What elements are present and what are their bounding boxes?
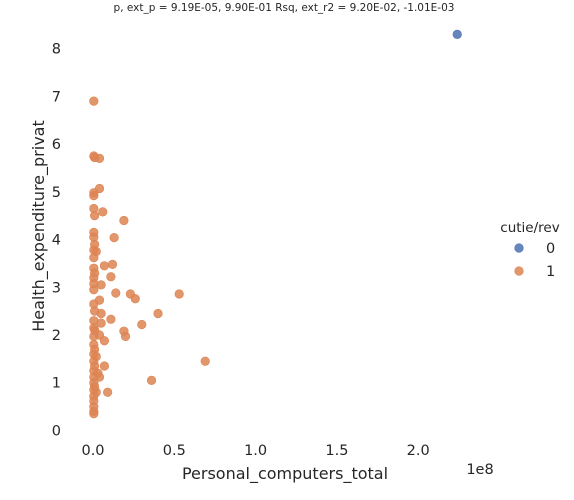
- data-point-series-1: [89, 253, 99, 263]
- x-axis-label: Personal_computers_total: [182, 464, 388, 484]
- data-point-series-1: [90, 211, 100, 221]
- y-tick-label: 4: [52, 233, 61, 249]
- data-point-series-1: [89, 331, 99, 342]
- data-point-series-1: [107, 259, 118, 269]
- data-point-series-1: [89, 409, 99, 419]
- data-point-series-1: [119, 215, 129, 226]
- chart-title: p, ext_p = 9.19E-05, 9.90E-01 Rsq, ext_r…: [114, 2, 455, 14]
- y-tick-label: 8: [52, 42, 61, 58]
- data-point-series-1: [200, 356, 210, 366]
- x-tick-label: 1.0: [244, 443, 267, 459]
- data-point-series-1: [94, 153, 105, 164]
- data-point-series-1: [98, 207, 108, 217]
- data-point-series-1: [174, 289, 184, 299]
- legend-title: cutie/rev: [500, 220, 559, 236]
- y-tick-label: 2: [52, 328, 61, 344]
- data-point-series-1: [89, 96, 99, 106]
- y-tick-label: 1: [52, 376, 61, 392]
- data-point-series-1: [153, 308, 163, 319]
- data-point-series-1: [111, 288, 121, 298]
- plot-area: [89, 29, 462, 419]
- data-point-series-1: [96, 318, 106, 328]
- x-tick-label: 0.5: [163, 443, 186, 459]
- data-point-series-1: [137, 319, 147, 330]
- data-point-series-1: [99, 336, 109, 346]
- y-tick-label: 6: [52, 137, 61, 153]
- y-axis-label: Health_expenditure_privat: [29, 120, 49, 332]
- data-point-series-1: [96, 308, 106, 319]
- legend: cutie/rev 0 1: [500, 220, 559, 280]
- x-tick-label: 2.0: [407, 443, 430, 459]
- data-point-series-1: [89, 285, 99, 295]
- data-point-series-1: [99, 361, 109, 371]
- x-axis-offset-label: 1e8: [466, 462, 493, 478]
- x-axis-ticks: 0.0 0.5 1.0 1.5 2.0: [81, 443, 429, 459]
- legend-label: 0: [546, 241, 555, 257]
- y-tick-label: 0: [52, 423, 61, 439]
- data-point-series-1: [146, 375, 157, 385]
- y-axis-ticks: 0 1 2 3 4 5 6 7 8: [52, 42, 61, 440]
- data-point-series-0: [452, 29, 462, 39]
- data-point-series-1: [106, 314, 116, 324]
- data-point-series-1: [96, 280, 106, 290]
- data-point-series-1: [94, 372, 105, 382]
- data-point-series-1: [120, 331, 131, 342]
- y-tick-label: 7: [52, 89, 61, 105]
- data-point-series-1: [103, 387, 113, 397]
- x-tick-label: 0.0: [81, 443, 104, 459]
- data-point-series-1: [106, 272, 116, 282]
- y-tick-label: 3: [52, 280, 61, 296]
- y-tick-label: 5: [52, 185, 61, 201]
- data-point-series-1: [99, 261, 109, 271]
- data-point-series-1: [89, 191, 99, 201]
- legend-marker: [514, 243, 524, 253]
- legend-label: 1: [546, 264, 555, 280]
- data-point-series-1: [109, 233, 119, 243]
- legend-marker: [514, 266, 524, 276]
- x-tick-label: 1.5: [325, 443, 348, 459]
- data-point-series-1: [130, 294, 140, 304]
